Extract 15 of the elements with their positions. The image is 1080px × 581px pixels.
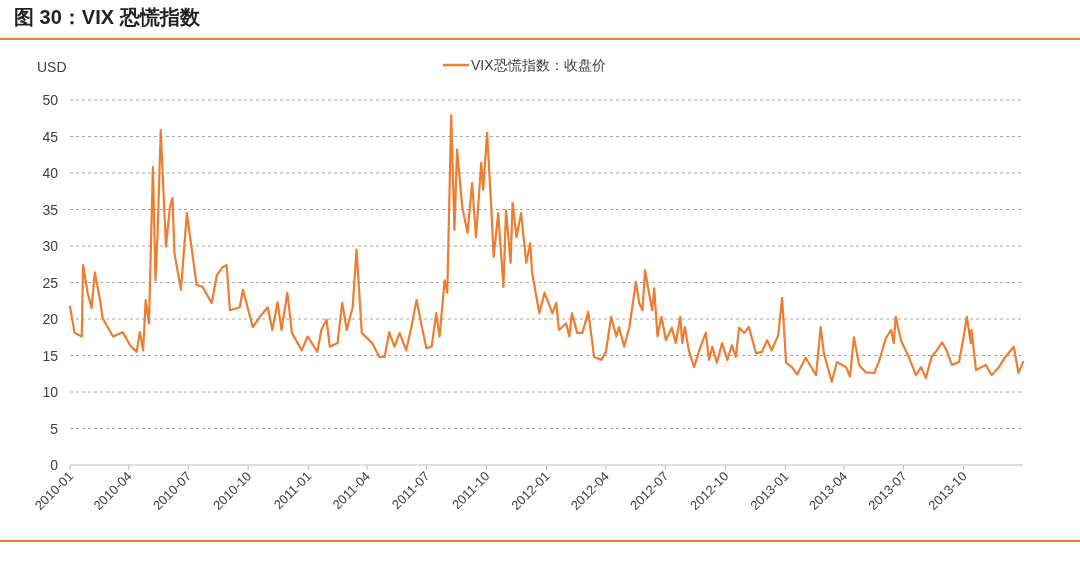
y-tick-label: 20 bbox=[42, 311, 59, 327]
y-tick-label: 10 bbox=[42, 384, 59, 400]
chart-title: 图 30：VIX 恐慌指数 bbox=[14, 5, 200, 30]
y-tick-label: 5 bbox=[50, 420, 59, 437]
y-tick-label: 45 bbox=[42, 128, 59, 145]
legend-label: VIX恐慌指数：收盘价 bbox=[471, 57, 606, 73]
y-tick-label: 15 bbox=[42, 347, 59, 364]
line-series bbox=[68, 114, 1025, 383]
y-tick-label: 50 bbox=[42, 92, 59, 108]
y-tick-label: 0 bbox=[50, 457, 59, 473]
y-axis-title: USD bbox=[37, 59, 67, 75]
y-tick-label: 40 bbox=[42, 165, 59, 181]
y-tick-label: 25 bbox=[42, 274, 59, 291]
y-tick-label: 30 bbox=[42, 238, 59, 254]
y-tick-label: 35 bbox=[42, 201, 59, 218]
